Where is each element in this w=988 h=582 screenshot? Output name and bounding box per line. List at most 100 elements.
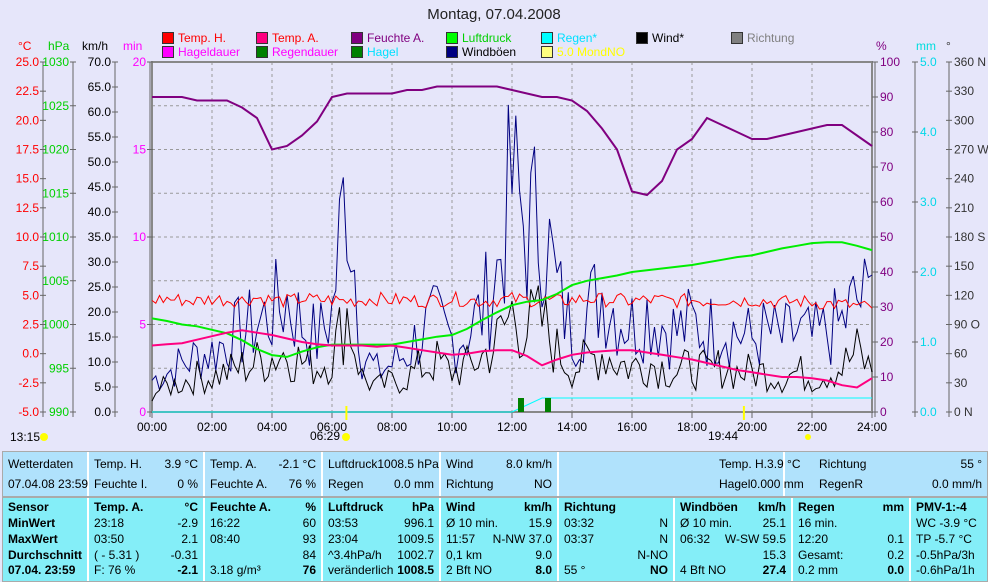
stats-value: 25.1 <box>762 515 786 530</box>
stats-value: N-NO <box>637 547 668 562</box>
cell-temp-h2: Temp. H. 3.9 °C Hagel 0.000 mm <box>559 452 804 496</box>
stats-row: Windböen km/h <box>680 500 786 516</box>
label: Temp. H. <box>94 457 143 471</box>
label: Richtung <box>819 457 867 471</box>
stats-label: 3.18 g/m³ <box>210 563 261 578</box>
dir-axis-label: 120 <box>954 288 974 302</box>
time-label: 18:00 <box>677 420 707 434</box>
stats-value: km/h <box>757 500 786 515</box>
temp-axis-label: 17.5 <box>16 143 40 157</box>
stats-label: 03:37 <box>564 531 595 546</box>
stats-row: WC -3.9 °C <box>916 516 982 532</box>
temp-axis-label: -2.5 <box>18 376 39 390</box>
wind-axis-label: 45.0 <box>88 180 112 194</box>
stats-label: 03:50 <box>94 531 125 546</box>
press-axis-label: 1010 <box>42 230 69 244</box>
legend-item: 5.0 MondNO <box>541 45 625 59</box>
legend-label: Richtung <box>747 31 795 45</box>
value: 0 % <box>177 477 198 491</box>
dir-axis-label: 210 <box>954 201 974 215</box>
press-axis-label: 1005 <box>42 274 69 288</box>
temp-axis-label: 2.5 <box>22 318 39 332</box>
hum-axis-label: 20 <box>880 335 894 349</box>
value: 0.000 mm <box>750 477 804 491</box>
label: Temp. H. <box>719 457 768 471</box>
stats-value: 15.9 <box>528 515 552 530</box>
legend-label: Regen* <box>557 31 598 45</box>
stats-label: Regen <box>798 500 835 515</box>
weather-chart: 25.0 22.5 20.0 17.5 15.0 12.5 10.0 7.5 5.0 2.5 0.0… <box>10 39 988 444</box>
legend-swatch <box>446 46 458 58</box>
stats-column: Feuchte A.% 16:22 60 08:40 93 84 3.18 g/m³ 76 <box>205 498 323 581</box>
value: -2.1 °C <box>278 457 316 471</box>
stats-value: -0.31 <box>170 547 198 562</box>
stats-value: 0.2 <box>887 547 904 562</box>
stats-label: 0,1 km <box>446 547 483 562</box>
wind-axis-label: 60.0 <box>88 105 112 119</box>
stats-label: 16:22 <box>210 515 241 530</box>
legend-label: Temp. A. <box>272 31 319 45</box>
temp-axis-label: 12.5 <box>16 201 40 215</box>
press-axis-label: 990 <box>49 405 69 419</box>
label: Feuchte I. <box>94 477 148 491</box>
sunset-time: 19:44 <box>708 429 738 443</box>
stats-value: 2.1 <box>181 531 198 546</box>
stats-row: -0.5hPa/3h <box>916 548 982 564</box>
stats-value: mm <box>882 500 904 515</box>
legend-label: Luftdruck <box>462 31 512 45</box>
cell-luftdruck: Luftdruck 1008.5 hPa Regen 0.0 mm <box>323 452 441 496</box>
legend-swatch <box>731 32 743 44</box>
stats-value: 60 <box>302 515 316 530</box>
temp-axis-label: 7.5 <box>22 259 39 273</box>
dir-axis-label: 30 <box>954 376 968 390</box>
stats-value: 9.0 <box>535 547 552 562</box>
time-label: 10:00 <box>437 420 467 434</box>
stats-row: 11:57 N-NW 37.0 <box>446 532 552 548</box>
legend-swatch <box>256 46 268 58</box>
legend-label: 5.0 MondNO <box>557 45 626 59</box>
sunrise-time: 06:29 <box>310 429 340 443</box>
time-label: 16:00 <box>617 420 647 434</box>
stats-row: 3.18 g/m³ 76 <box>210 563 316 579</box>
stats-row: 16:22 60 <box>210 516 316 532</box>
stats-label: ^3.4hPa/h <box>328 547 382 562</box>
stats-label: Sensor <box>8 500 49 515</box>
sun-icon <box>342 433 350 441</box>
rain-axis-label: 4.0 <box>920 125 937 139</box>
stats-label: -0.5hPa/3h <box>916 547 975 562</box>
legend-swatch <box>162 46 174 58</box>
stats-column: Temp. A. °C 23:18 -2.9 03:50 2.1 ( - 5.31 ) -0.… <box>89 498 205 581</box>
stats-row: -0.6hPa/1h <box>916 563 982 579</box>
rain-axis-label: 2.0 <box>920 265 937 279</box>
stats-value: -2.9 <box>177 515 198 530</box>
datetime: 07.04.08 23:59 <box>8 477 89 491</box>
stats-row: 03:37 N <box>564 532 668 548</box>
stats-value: 84 <box>302 547 316 562</box>
stats-label: -0.6hPa/1h <box>916 563 975 578</box>
stats-row: 03:32 N <box>564 516 668 532</box>
stats-value: °C <box>184 500 198 515</box>
stats-label: F: 76 % <box>94 563 136 578</box>
statistics-panel: Sensor MinWert MaxWert Durchschnitt 07.04. 2… <box>2 497 988 582</box>
temp-axis-label: 0.0 <box>22 347 39 361</box>
dir-axis-label: 240 <box>954 172 974 186</box>
wind-axis-label: 30.0 <box>88 255 112 269</box>
temp-axis-label: 20.0 <box>16 113 40 127</box>
stats-row: N-NO <box>564 548 668 564</box>
legend-label: Windböen <box>462 45 517 59</box>
hum-axis-label: 90 <box>880 90 894 104</box>
dir-axis-label: 60 <box>954 347 968 361</box>
label: Wetterdaten <box>8 457 74 471</box>
temp-axis-label: 22.5 <box>16 84 40 98</box>
current-values-panel: Wetterdaten 07.04.08 23:59 Temp. H. 3.9 °… <box>2 451 988 497</box>
value: 1008.5 hPa <box>377 457 439 471</box>
value: 76 % <box>288 477 316 491</box>
stats-value: 8.0 <box>535 563 552 578</box>
min-axis-label: 0 <box>139 405 146 419</box>
stats-value: 93 <box>302 531 316 546</box>
moon-icon <box>40 433 48 441</box>
min-axis-label: 15 <box>133 143 147 157</box>
time-label: 24:00 <box>857 420 887 434</box>
hum-axis-label: 30 <box>880 300 894 314</box>
stats-label: WC -3.9 °C <box>916 515 977 530</box>
